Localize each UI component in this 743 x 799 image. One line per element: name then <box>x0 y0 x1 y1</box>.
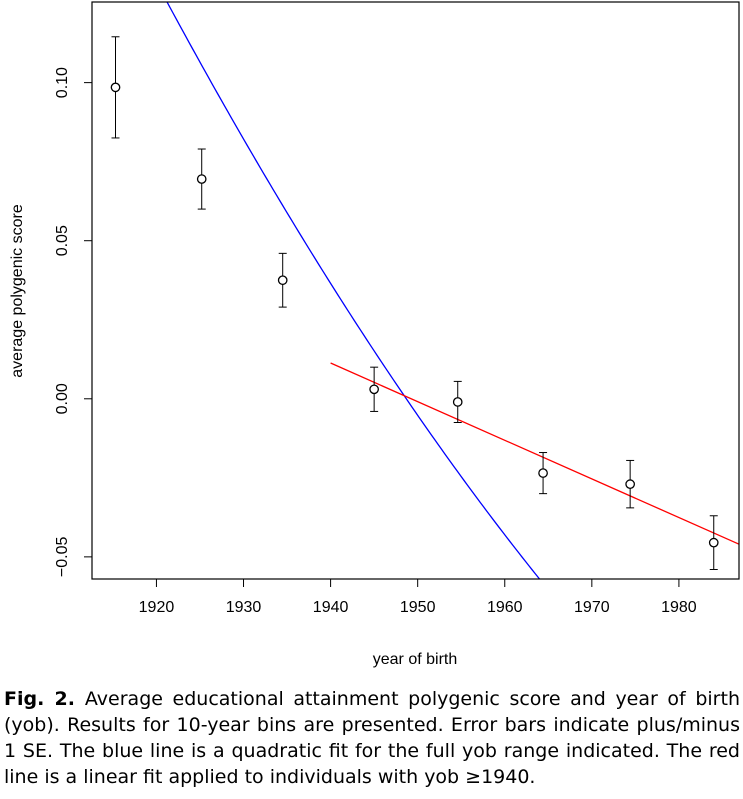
data-point <box>708 537 719 548</box>
y-tick-label: 0.10 <box>54 67 71 98</box>
data-point <box>110 82 121 93</box>
data-point-group <box>110 36 121 139</box>
quadratic-fit-line <box>166 2 541 579</box>
caption-text: Average educational attainment polygenic… <box>4 688 740 788</box>
figure-label: Fig. 2. <box>4 688 75 710</box>
x-tick-label: 1980 <box>661 599 697 616</box>
data-point-group <box>277 252 288 308</box>
data-point <box>625 479 636 490</box>
plot-frame <box>91 1 740 580</box>
x-tick-label: 1920 <box>139 599 175 616</box>
y-axis-label: average polygenic score <box>9 204 26 378</box>
data-point <box>196 174 207 184</box>
data-point-group <box>625 459 636 509</box>
x-tick-label: 1950 <box>400 599 436 616</box>
data-point-group <box>369 366 379 412</box>
data-point-group <box>196 148 207 210</box>
y-tick-label: 0.05 <box>54 225 71 256</box>
data-point <box>538 468 548 478</box>
x-axis-label: year of birth <box>373 651 457 668</box>
data-point-group <box>538 452 548 495</box>
x-tick-label: 1970 <box>574 599 610 616</box>
data-point-group <box>708 515 719 571</box>
y-tick-label: −0.05 <box>54 537 71 578</box>
plot-area <box>110 2 739 579</box>
data-point <box>369 384 379 395</box>
data-point <box>277 275 288 286</box>
linear-fit-line <box>330 362 739 545</box>
y-tick-label: 0.00 <box>54 383 71 414</box>
y-axis: 0.10 0.05 0.00 −0.05 <box>54 67 93 578</box>
chart: 1920 1930 1940 1950 1960 1970 1980 0.10 0.05 0.0… <box>9 1 740 668</box>
x-tick-label: 1940 <box>313 599 349 616</box>
x-axis: 1920 1930 1940 1950 1960 1970 1980 <box>139 578 697 616</box>
figure-caption: Fig. 2. Average educational attainment po… <box>4 686 740 790</box>
x-tick-label: 1960 <box>487 599 523 616</box>
data-point-group <box>452 380 463 423</box>
data-point <box>452 397 463 407</box>
x-tick-label: 1930 <box>226 599 262 616</box>
